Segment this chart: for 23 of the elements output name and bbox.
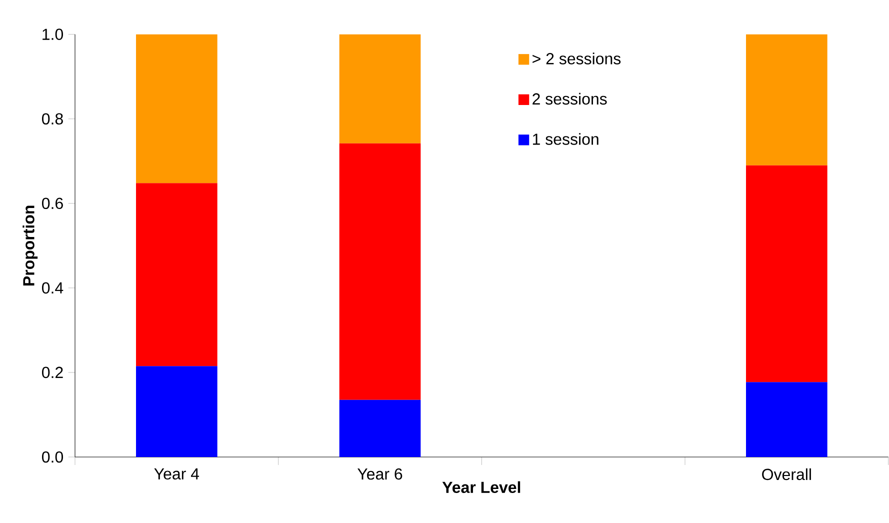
bar xyxy=(339,143,421,400)
legend-label: 2 sessions xyxy=(532,92,607,105)
y-tick-label: 0.8 xyxy=(42,113,63,125)
x-axis-title: Year Level xyxy=(442,481,520,494)
bar xyxy=(746,165,828,382)
y-tick-label: 0.6 xyxy=(42,198,63,210)
y-tick-label: 0.0 xyxy=(42,451,64,463)
y-axis-title: Proportion xyxy=(22,206,38,286)
legend-label: 1 session xyxy=(533,133,598,145)
x-tick-label: Year 6 xyxy=(358,468,402,480)
bar xyxy=(136,366,218,457)
x-tick-label: Year 4 xyxy=(154,468,200,480)
bar xyxy=(746,34,828,166)
bar xyxy=(339,400,421,457)
legend-label: > 2 sessions xyxy=(532,52,621,64)
y-tick-label: 0.4 xyxy=(42,282,64,294)
bar xyxy=(136,34,218,184)
y-tick-label: 1.0 xyxy=(42,28,64,40)
y-tick-label: 0.2 xyxy=(42,366,63,378)
bar xyxy=(746,382,828,457)
bar xyxy=(339,34,421,144)
bar xyxy=(136,183,218,366)
x-tick-label: Overall xyxy=(762,468,811,480)
